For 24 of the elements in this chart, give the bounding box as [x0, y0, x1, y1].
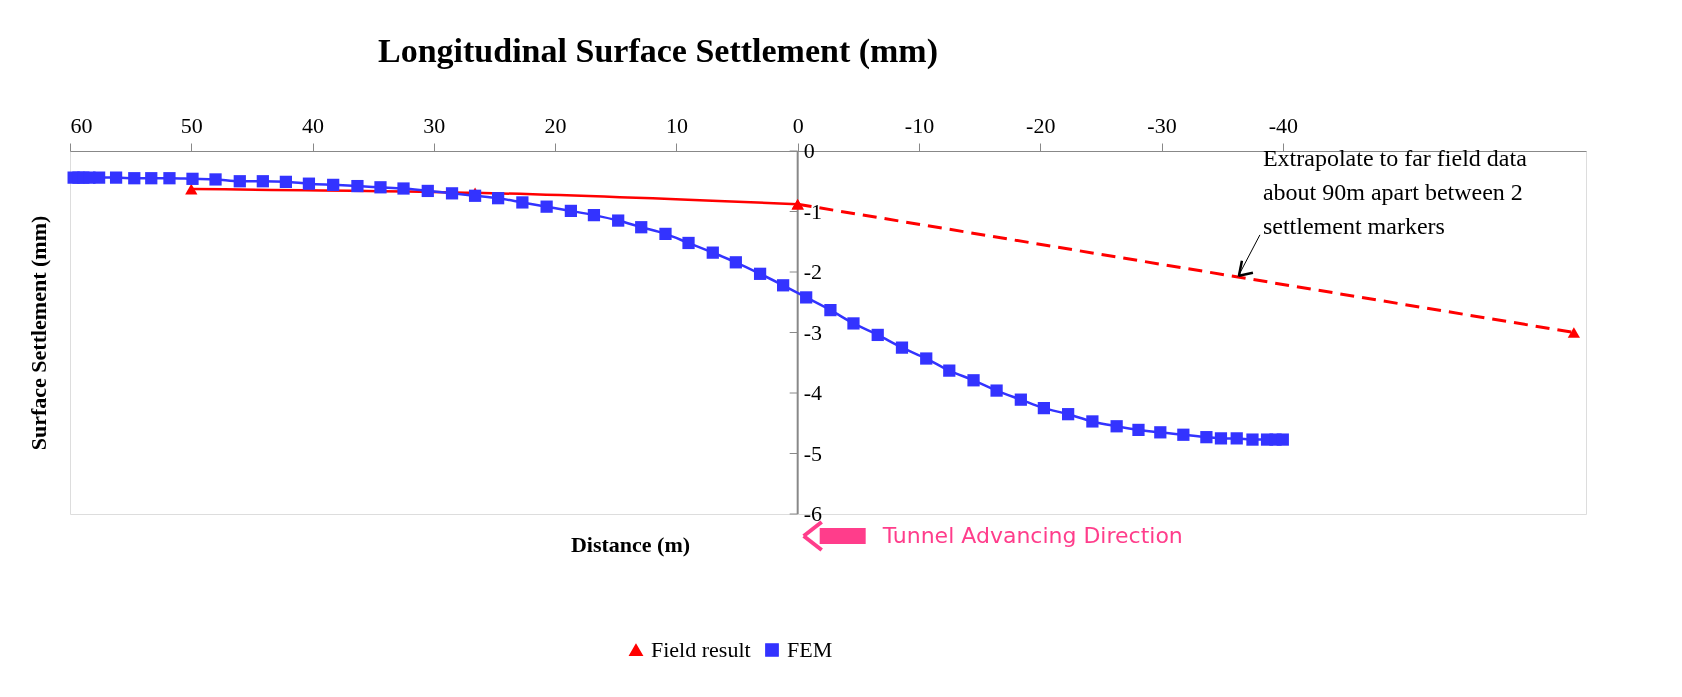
y-tick-label: -2 — [803, 259, 823, 284]
y-tick-label: -6 — [803, 501, 823, 526]
x-tick-label: 40 — [302, 112, 325, 138]
chart-title: Longitudinal Surface Settlement (mm) — [377, 32, 939, 70]
x-tick-label: 20 — [544, 112, 567, 138]
y-axis-title: Surface Settlement (mm) — [25, 215, 51, 451]
legend-label: Field result — [651, 637, 751, 662]
x-tick-label: 60 — [70, 112, 93, 138]
x-tick-label: 10 — [665, 112, 688, 138]
annotation: Extrapolate to far field data about 90m apart between 2 settlement markers — [1262, 144, 1528, 239]
y-tick-label: -1 — [803, 198, 823, 224]
legend-label: FEM — [787, 637, 833, 662]
x-axis-title: Distance (m) — [570, 531, 691, 557]
y-tick-label: -4 — [803, 380, 823, 405]
y-tick-label: -3 — [803, 319, 823, 345]
text: Tunnel Advancing Direction — [881, 523, 1183, 548]
y-tick-label: 0 — [803, 138, 815, 163]
x-tick-label: -10 — [904, 112, 935, 138]
x-tick-label: -30 — [1147, 112, 1177, 138]
x-tick-label: -40 — [1268, 112, 1298, 138]
x-tick-label: -20 — [1026, 112, 1056, 138]
x-tick-label: 30 — [423, 112, 446, 138]
y-tick-label: -5 — [803, 440, 823, 466]
x-tick-label: 50 — [180, 112, 203, 138]
